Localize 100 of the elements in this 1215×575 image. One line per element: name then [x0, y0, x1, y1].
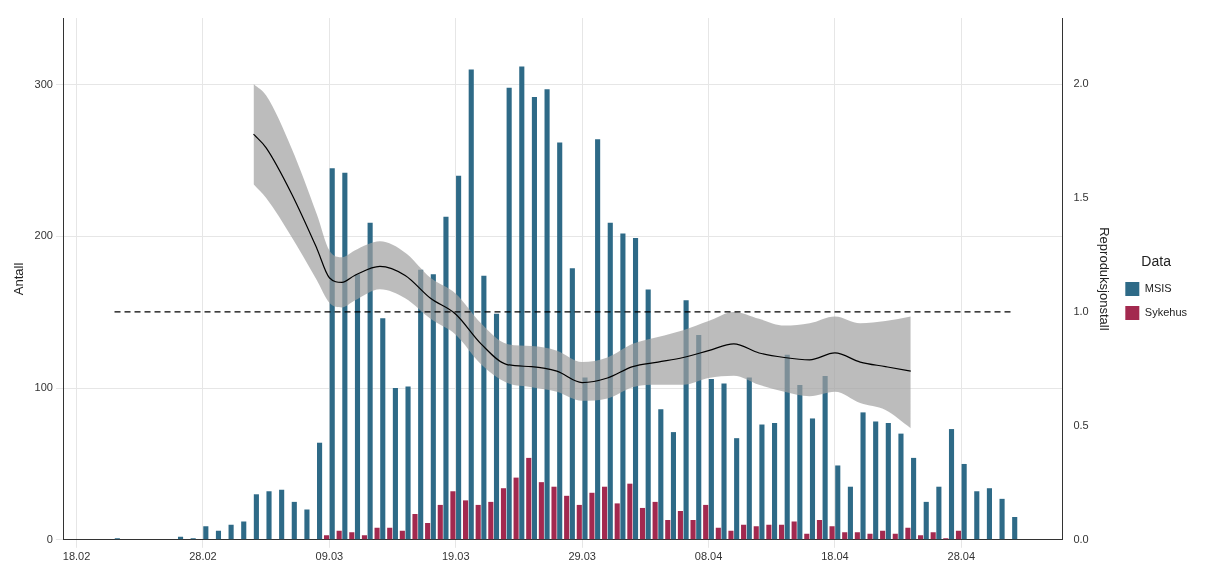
bar — [405, 386, 411, 540]
bar — [450, 491, 456, 540]
bar — [614, 503, 620, 540]
bar — [392, 388, 398, 540]
bar — [873, 421, 879, 540]
bar — [708, 379, 714, 540]
bar — [860, 412, 866, 540]
bar — [526, 457, 532, 540]
bar — [772, 423, 778, 540]
bar — [911, 457, 917, 540]
bar — [602, 486, 608, 540]
y2-tick-label: 0.0 — [1073, 532, 1089, 545]
bar — [936, 486, 942, 540]
bar — [336, 530, 342, 540]
bar — [753, 526, 759, 540]
y2-tick-label: 0.5 — [1073, 418, 1089, 431]
bar — [961, 463, 967, 540]
bar — [955, 530, 962, 540]
bar — [829, 526, 835, 540]
bar — [627, 483, 633, 540]
bar — [734, 438, 740, 540]
bar — [778, 524, 785, 540]
bar — [241, 521, 247, 540]
legend-label: Sykehus — [1144, 305, 1188, 318]
bar — [766, 524, 772, 540]
bar — [488, 501, 494, 540]
bar — [898, 433, 904, 540]
x-tick-label: 19.03 — [441, 550, 470, 563]
bar — [974, 491, 980, 540]
bar — [880, 530, 886, 540]
x-tick-label: 18.02 — [62, 550, 91, 563]
bar — [639, 507, 646, 540]
y-axis-title: Antall — [11, 262, 27, 296]
bar — [854, 532, 860, 540]
bar — [721, 383, 727, 540]
bar — [589, 492, 595, 540]
bar — [412, 514, 418, 540]
legend-title: Data — [1141, 252, 1172, 269]
bar — [690, 520, 696, 540]
bar — [923, 501, 929, 540]
bar — [759, 424, 765, 540]
x-tick-label: 18.04 — [821, 550, 849, 563]
y2-axis-title: Reproduksjonstall — [1096, 227, 1112, 331]
bar — [253, 494, 259, 540]
bar — [437, 504, 443, 540]
bar — [816, 520, 822, 540]
y-tick-label: 200 — [34, 229, 53, 242]
bar — [885, 423, 891, 540]
bar — [948, 429, 955, 540]
bar — [835, 465, 841, 540]
bar — [703, 504, 709, 540]
bar — [564, 495, 570, 540]
bar — [228, 524, 234, 540]
bar — [677, 510, 683, 540]
y2-tick-label: 1.0 — [1073, 304, 1089, 317]
bar — [715, 527, 721, 540]
bar — [538, 482, 544, 540]
bar — [917, 535, 924, 540]
bar — [986, 488, 992, 540]
bar — [387, 527, 393, 540]
x-tick-label: 09.03 — [315, 550, 344, 563]
bar — [304, 509, 310, 540]
bar — [215, 530, 222, 540]
y-tick-label: 0 — [46, 532, 53, 545]
bar — [475, 504, 481, 540]
bar — [652, 501, 658, 540]
bar — [374, 527, 380, 540]
y2-tick-label: 1.5 — [1073, 191, 1089, 204]
bar — [399, 530, 405, 540]
x-tick-label: 08.04 — [694, 550, 723, 563]
bar — [905, 527, 911, 540]
bar — [809, 418, 816, 540]
bar — [1012, 517, 1018, 540]
bar — [203, 526, 209, 540]
bar — [513, 477, 519, 540]
bar — [266, 491, 272, 540]
legend-label: MSIS — [1144, 281, 1172, 294]
bar — [291, 501, 297, 540]
y-tick-label: 300 — [34, 77, 53, 90]
bar — [847, 486, 853, 540]
bar — [462, 500, 469, 540]
bar — [551, 486, 557, 540]
bar — [930, 532, 936, 540]
bar — [670, 432, 677, 540]
bar — [791, 521, 797, 540]
bar — [349, 532, 355, 540]
bar — [500, 488, 507, 540]
bar — [317, 442, 323, 540]
bar — [728, 530, 734, 540]
bar — [746, 377, 752, 540]
bar — [658, 409, 664, 540]
bar — [741, 524, 747, 540]
bar — [576, 504, 582, 540]
y2-tick-label: 2.0 — [1073, 77, 1089, 90]
bar — [842, 532, 848, 540]
x-tick-label: 28.04 — [947, 550, 976, 563]
bar — [380, 318, 386, 540]
bar — [361, 535, 367, 540]
x-tick-label: 28.02 — [189, 550, 217, 563]
bar — [323, 535, 330, 540]
